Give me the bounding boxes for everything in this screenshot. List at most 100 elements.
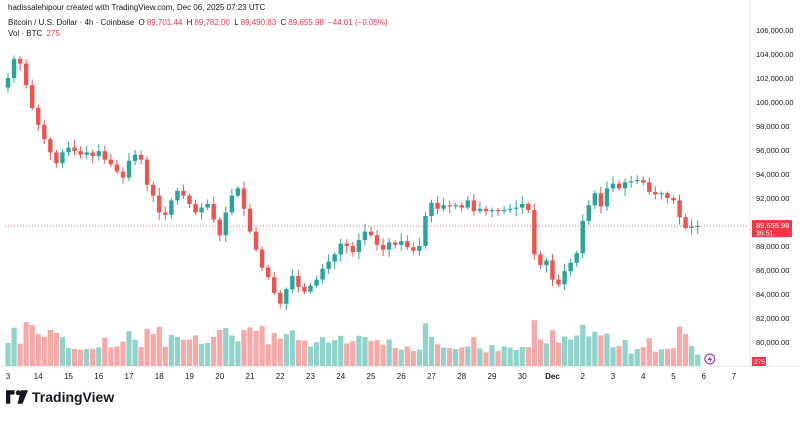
candle	[278, 290, 283, 309]
candle	[592, 190, 598, 210]
volume-legend[interactable]: Vol · BTC 275	[8, 29, 62, 38]
candle	[54, 149, 59, 168]
candle	[338, 238, 343, 262]
attribution-text: hadissalehipour created with TradingView…	[8, 3, 266, 12]
candles	[5, 55, 700, 310]
low-label: L	[234, 18, 239, 27]
price-tick-label: 96,000.00	[756, 146, 789, 155]
volume-bar	[610, 347, 616, 366]
candle	[380, 238, 386, 257]
candle	[453, 202, 458, 210]
candle	[622, 178, 628, 197]
volume-bar	[471, 337, 477, 366]
volume-bar	[223, 327, 229, 366]
volume-bar	[144, 328, 150, 366]
volume-bar	[102, 337, 108, 366]
candle	[477, 201, 483, 214]
volume-bar	[447, 348, 453, 366]
time-tick-label: 24	[336, 372, 345, 381]
volume-bar	[386, 339, 392, 366]
volume-bar	[168, 334, 174, 366]
candle	[296, 269, 301, 293]
volume-bar	[126, 331, 132, 366]
volume-bar	[543, 343, 550, 366]
volume-bar	[71, 348, 78, 366]
candle	[169, 198, 174, 219]
candle	[344, 239, 349, 254]
candle	[151, 181, 156, 202]
volume-tag-box	[752, 357, 766, 366]
volume-bar	[253, 330, 259, 366]
volume-bar	[568, 339, 574, 366]
volume-bar	[592, 331, 598, 366]
volume-bar	[501, 346, 507, 366]
candle	[60, 149, 65, 168]
volume-bar	[507, 347, 513, 366]
candle	[362, 223, 368, 246]
volume-bar	[350, 341, 356, 366]
candle	[90, 150, 95, 164]
volume-bar	[235, 341, 241, 366]
time-tick-label: 25	[367, 372, 376, 381]
time-tick-label: 14	[34, 372, 43, 381]
volume-bar	[616, 346, 622, 366]
candle	[272, 271, 277, 296]
volume-bar	[132, 339, 138, 366]
volume-bar	[332, 340, 338, 366]
open-label: O	[138, 18, 145, 27]
volume-bar	[640, 347, 646, 366]
candle	[417, 238, 422, 256]
volume-bar	[392, 347, 398, 366]
price-tick-label: 84,000.00	[756, 290, 789, 299]
tradingview-logo[interactable]: TradingView	[6, 389, 114, 405]
volume-bar	[368, 341, 374, 366]
candle	[526, 201, 531, 214]
candle	[447, 200, 452, 214]
candle	[229, 188, 235, 216]
candle	[562, 263, 567, 290]
volume-bar	[628, 353, 634, 366]
price-tick-label: 88,000.00	[756, 242, 789, 251]
volume-bar	[477, 348, 483, 366]
volume-bar	[689, 346, 695, 366]
candle	[350, 241, 356, 257]
candle	[223, 206, 228, 243]
volume-bar	[555, 342, 562, 366]
volume-bars	[5, 320, 701, 366]
candle	[23, 59, 29, 89]
candle	[205, 199, 210, 211]
volume-label: Vol · BTC	[8, 29, 43, 38]
candle	[314, 275, 319, 288]
volume-bar	[453, 349, 459, 366]
volume-bar	[120, 341, 126, 366]
candle	[441, 198, 446, 212]
time-axis: 3 14 15 16 17 18 19 20 21 22 23 24 25 26 27 28 29 30 Dec 2 3…	[6, 372, 737, 381]
volume-bar	[652, 351, 658, 366]
candle	[78, 146, 83, 159]
candle	[193, 199, 198, 215]
candle	[66, 141, 71, 156]
volume-bar	[295, 340, 301, 366]
volume-bar	[664, 348, 671, 366]
candle	[320, 264, 325, 284]
time-tick-label: 28	[457, 372, 466, 381]
volume-bar	[271, 333, 277, 366]
volume-bar	[441, 347, 447, 366]
close-label: C	[280, 18, 287, 27]
volume-bar	[416, 349, 422, 366]
tradingview-logo-icon	[6, 390, 28, 404]
candle	[17, 56, 23, 71]
candle	[356, 233, 362, 260]
candle	[386, 237, 392, 257]
volume-bar	[138, 347, 144, 366]
candle	[138, 150, 144, 165]
candle	[157, 187, 162, 220]
high-value: 89,782.00	[194, 18, 230, 27]
volume-bar	[277, 338, 283, 366]
candle	[411, 242, 416, 255]
time-tick-label: 2	[581, 372, 586, 381]
volume-bar	[199, 343, 205, 366]
